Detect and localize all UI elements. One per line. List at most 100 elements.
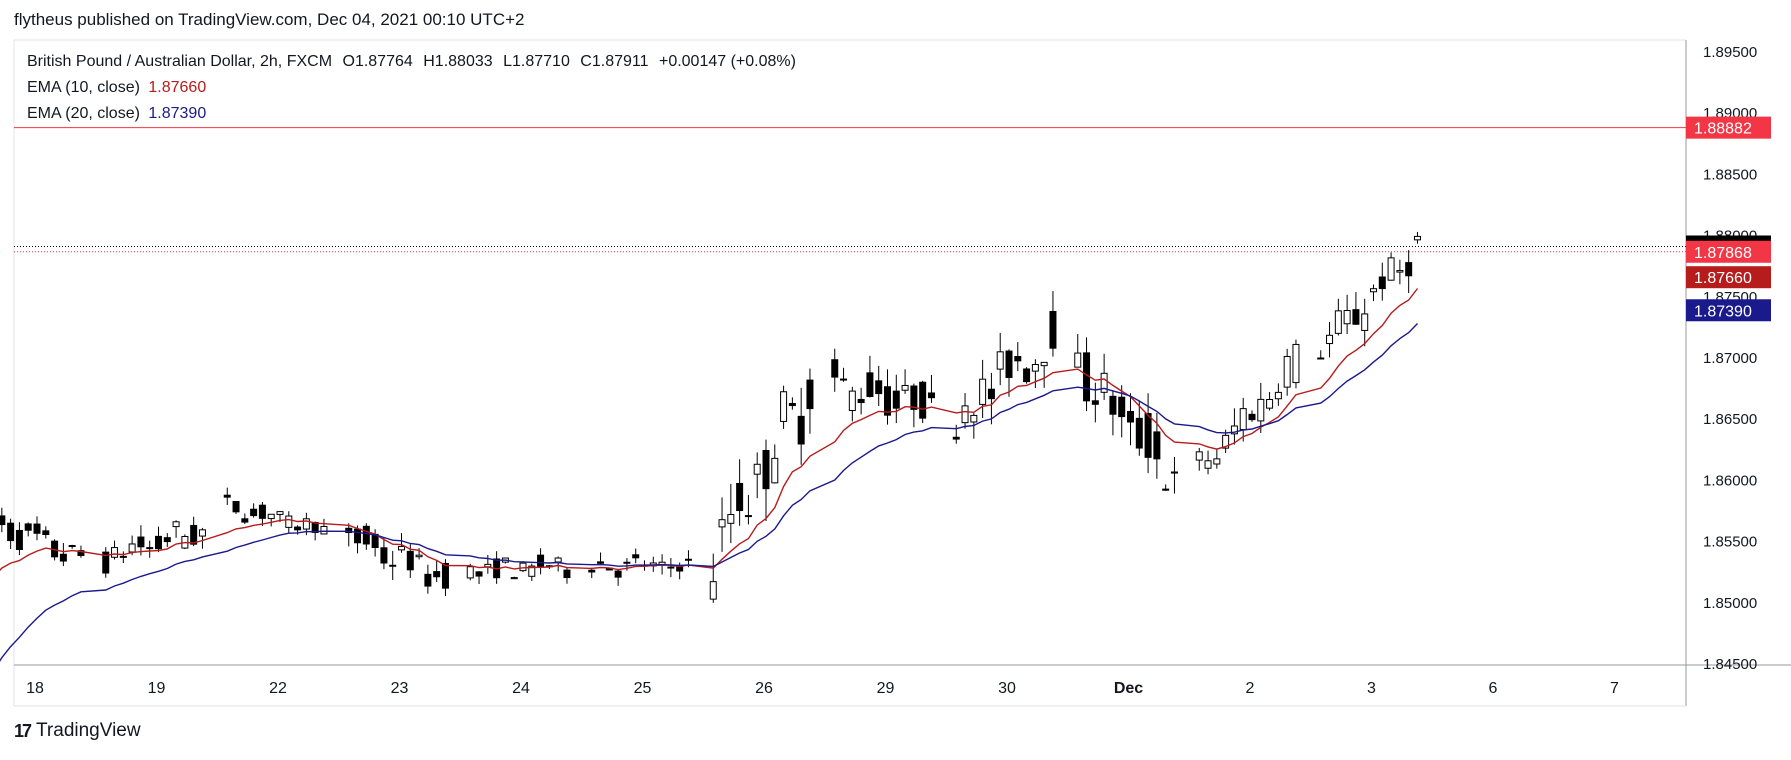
candle-body	[1334, 310, 1342, 334]
candle-body	[1222, 434, 1230, 449]
candle-body	[919, 381, 927, 419]
candle-body	[588, 569, 596, 573]
ema10-label-bg	[1686, 266, 1771, 289]
candle-body	[718, 519, 726, 528]
candle-body	[952, 436, 960, 440]
candle-body	[884, 386, 891, 416]
candle-body	[285, 515, 293, 528]
candle-body	[857, 398, 865, 404]
legend-ema10-row[interactable]: EMA (10, close) 1.87660	[27, 79, 206, 97]
candle-body	[172, 521, 180, 528]
candle-body	[389, 564, 397, 567]
candle-body	[736, 482, 744, 512]
candle-body	[68, 545, 76, 548]
candle-body	[875, 380, 883, 395]
candle-body	[42, 530, 50, 536]
candle-body	[1144, 413, 1152, 458]
candle-body	[302, 518, 310, 530]
candle-body	[7, 522, 15, 542]
candle-body	[1387, 257, 1395, 281]
legend-high: 1.88033	[434, 53, 493, 70]
candle-body	[415, 554, 423, 558]
candle-body	[667, 566, 675, 569]
ema20-line	[0, 323, 1419, 662]
candle-body	[753, 463, 761, 475]
legend-ema20-row[interactable]: EMA (20, close) 1.87390	[27, 105, 206, 123]
x-tick-label: 25	[634, 680, 652, 697]
candle-body	[1162, 488, 1170, 491]
candle-body	[1370, 288, 1377, 293]
candle-body	[1040, 361, 1048, 367]
x-tick-label: 19	[148, 680, 166, 697]
candle-body	[1023, 368, 1031, 383]
candle-body	[1074, 352, 1082, 368]
time-axis: 18 19 22 23 24 25 26 29 30 Dec 2 3 6 7	[26, 680, 1619, 697]
candle-body	[1204, 460, 1212, 469]
candle-body	[1109, 395, 1117, 415]
y-tick-label: 1.85000	[1703, 595, 1757, 612]
candle-body	[398, 545, 405, 551]
x-tick-label: 24	[512, 680, 530, 697]
candle-body	[563, 569, 571, 579]
legend-ema20-label: EMA (20, close)	[27, 105, 140, 122]
candle-body	[1283, 355, 1291, 388]
candle-body	[258, 504, 266, 519]
candle-body	[1049, 310, 1057, 349]
candle-body	[1014, 356, 1022, 362]
candle-body	[1153, 431, 1161, 460]
tradingview-footer[interactable]: 17 TradingView	[14, 720, 141, 742]
candle-body	[137, 536, 145, 548]
candle-body	[267, 513, 275, 520]
legend-low: 1.87710	[512, 53, 570, 70]
candle-body	[1005, 350, 1013, 378]
candle-body	[987, 388, 995, 400]
candle-body	[1274, 391, 1282, 400]
candle-body	[232, 500, 240, 513]
x-tick-label: 6	[1489, 680, 1498, 697]
candle-body	[276, 511, 284, 515]
horizontal-lines	[14, 127, 1686, 253]
candle-body	[33, 523, 41, 534]
x-tick-label: Dec	[1114, 680, 1143, 697]
candlesticks	[0, 231, 1421, 603]
legend-high-label: H	[423, 53, 435, 70]
x-tick-label: 29	[877, 680, 895, 697]
candle-body	[866, 372, 874, 398]
candle-body	[727, 514, 735, 524]
candle-body	[1326, 334, 1334, 345]
candle-body	[623, 561, 631, 564]
y-tick-label: 1.88500	[1703, 166, 1757, 183]
candle-body	[1170, 471, 1178, 474]
candle-body	[1031, 363, 1039, 372]
candle-body	[554, 557, 562, 563]
x-tick-label: 26	[755, 680, 773, 697]
candle-body	[475, 571, 483, 577]
candle-body	[961, 405, 969, 424]
candle-body	[709, 581, 717, 600]
candle-body	[788, 402, 796, 407]
x-tick-label: 23	[391, 680, 409, 697]
x-tick-label: 30	[998, 680, 1016, 697]
candle-body	[1266, 399, 1274, 409]
candle-body	[528, 565, 536, 577]
candle-body	[371, 533, 379, 548]
legend-open-label: O	[342, 53, 355, 70]
candle-body	[1257, 398, 1265, 422]
level-2-label-bg	[1686, 240, 1771, 263]
x-tick-label: 22	[269, 680, 287, 697]
candle-body	[597, 561, 605, 564]
candle-body	[354, 528, 362, 544]
candle-body	[537, 554, 545, 567]
x-tick-label: 18	[26, 680, 44, 697]
candle-body	[1248, 413, 1256, 421]
candle-body	[111, 547, 119, 558]
legend-open: 1.87764	[354, 53, 413, 70]
legend-close: 1.87911	[591, 53, 649, 70]
legend-change: +0.00147 (+0.08%)	[658, 53, 796, 70]
x-tick-label: 3	[1367, 680, 1376, 697]
legend-ema20-value: 1.87390	[148, 105, 207, 122]
candle-body	[59, 553, 67, 562]
legend-symbol-row: British Pound / Australian Dollar, 2h, F…	[27, 53, 796, 71]
